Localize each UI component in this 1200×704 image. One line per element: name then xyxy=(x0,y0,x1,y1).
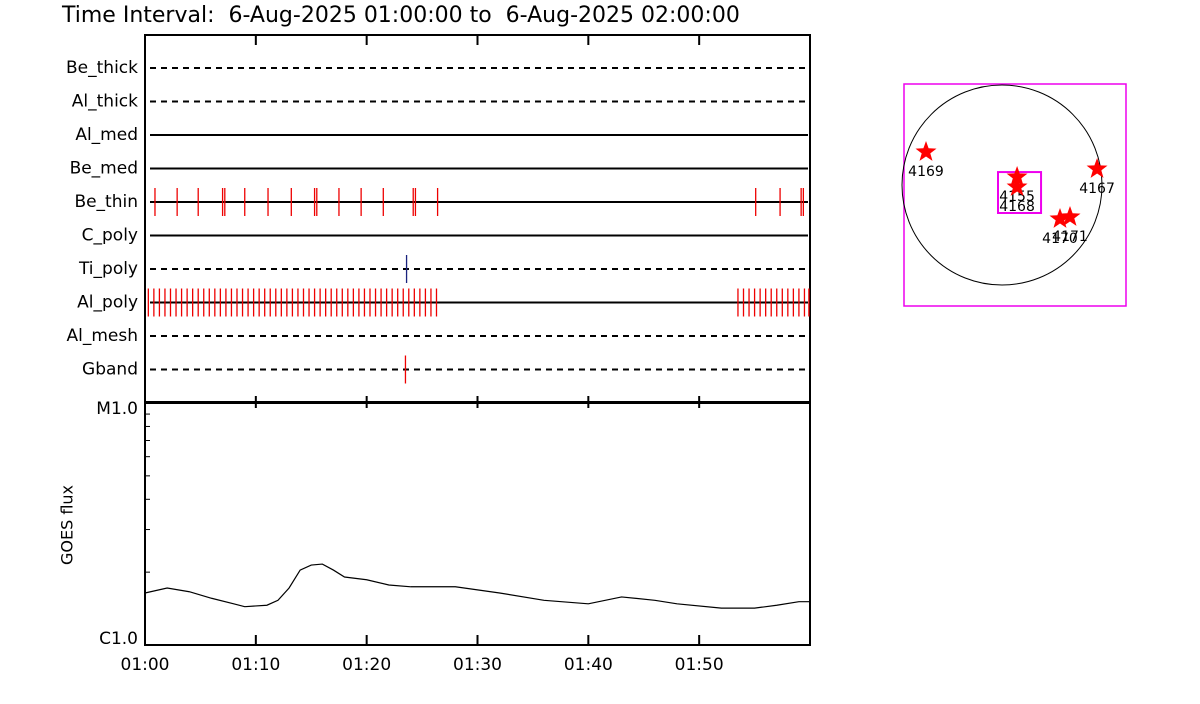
active-region-label: 4167 xyxy=(1079,181,1115,197)
x-tick-label: 01:00 xyxy=(121,655,170,675)
filter-label: Be_thick xyxy=(66,58,138,78)
chart-title: Time Interval: 6-Aug-2025 01:00:00 to 6-… xyxy=(61,3,740,28)
x-tick-label: 01:30 xyxy=(453,655,502,675)
active-region-label: 4168 xyxy=(999,199,1035,215)
filter-label: Al_thick xyxy=(72,92,138,112)
active-region-marker xyxy=(1006,166,1028,186)
y-axis-label: GOES flux xyxy=(58,485,77,565)
active-region-marker xyxy=(1049,208,1071,228)
x-tick-label: 01:40 xyxy=(564,655,613,675)
solar-disk xyxy=(901,84,1103,286)
goes-frame xyxy=(144,402,811,646)
active-region-label: 4170 xyxy=(1042,231,1078,247)
active-region-label: 4171 xyxy=(1052,229,1088,245)
xrt-fov xyxy=(997,171,1043,214)
filter-label: C_poly xyxy=(82,226,138,246)
active-region-marker xyxy=(1086,158,1108,178)
x-tick-label: 01:10 xyxy=(231,655,280,675)
filter-label: Be_thin xyxy=(74,192,138,212)
active-region-marker xyxy=(1006,176,1028,196)
y-tick-label: M1.0 xyxy=(96,399,138,419)
active-region-label: 4155 xyxy=(999,189,1035,205)
x-tick-label: 01:20 xyxy=(342,655,391,675)
filter-label: Al_med xyxy=(75,125,138,145)
goes-curve xyxy=(144,563,810,609)
timeline-frame xyxy=(144,34,811,403)
active-region-marker xyxy=(1059,206,1081,226)
filter-label: Al_mesh xyxy=(66,326,138,346)
filter-label: Be_med xyxy=(70,159,138,179)
map-frame xyxy=(903,83,1127,307)
active-region-label: 4169 xyxy=(908,164,944,180)
filter-label: Gband xyxy=(82,360,138,380)
x-tick-label: 01:50 xyxy=(675,655,724,675)
y-tick-label: C1.0 xyxy=(99,629,138,649)
active-region-marker xyxy=(915,141,937,161)
filter-label: Ti_poly xyxy=(78,259,138,279)
filter-label: Al_poly xyxy=(77,293,138,313)
